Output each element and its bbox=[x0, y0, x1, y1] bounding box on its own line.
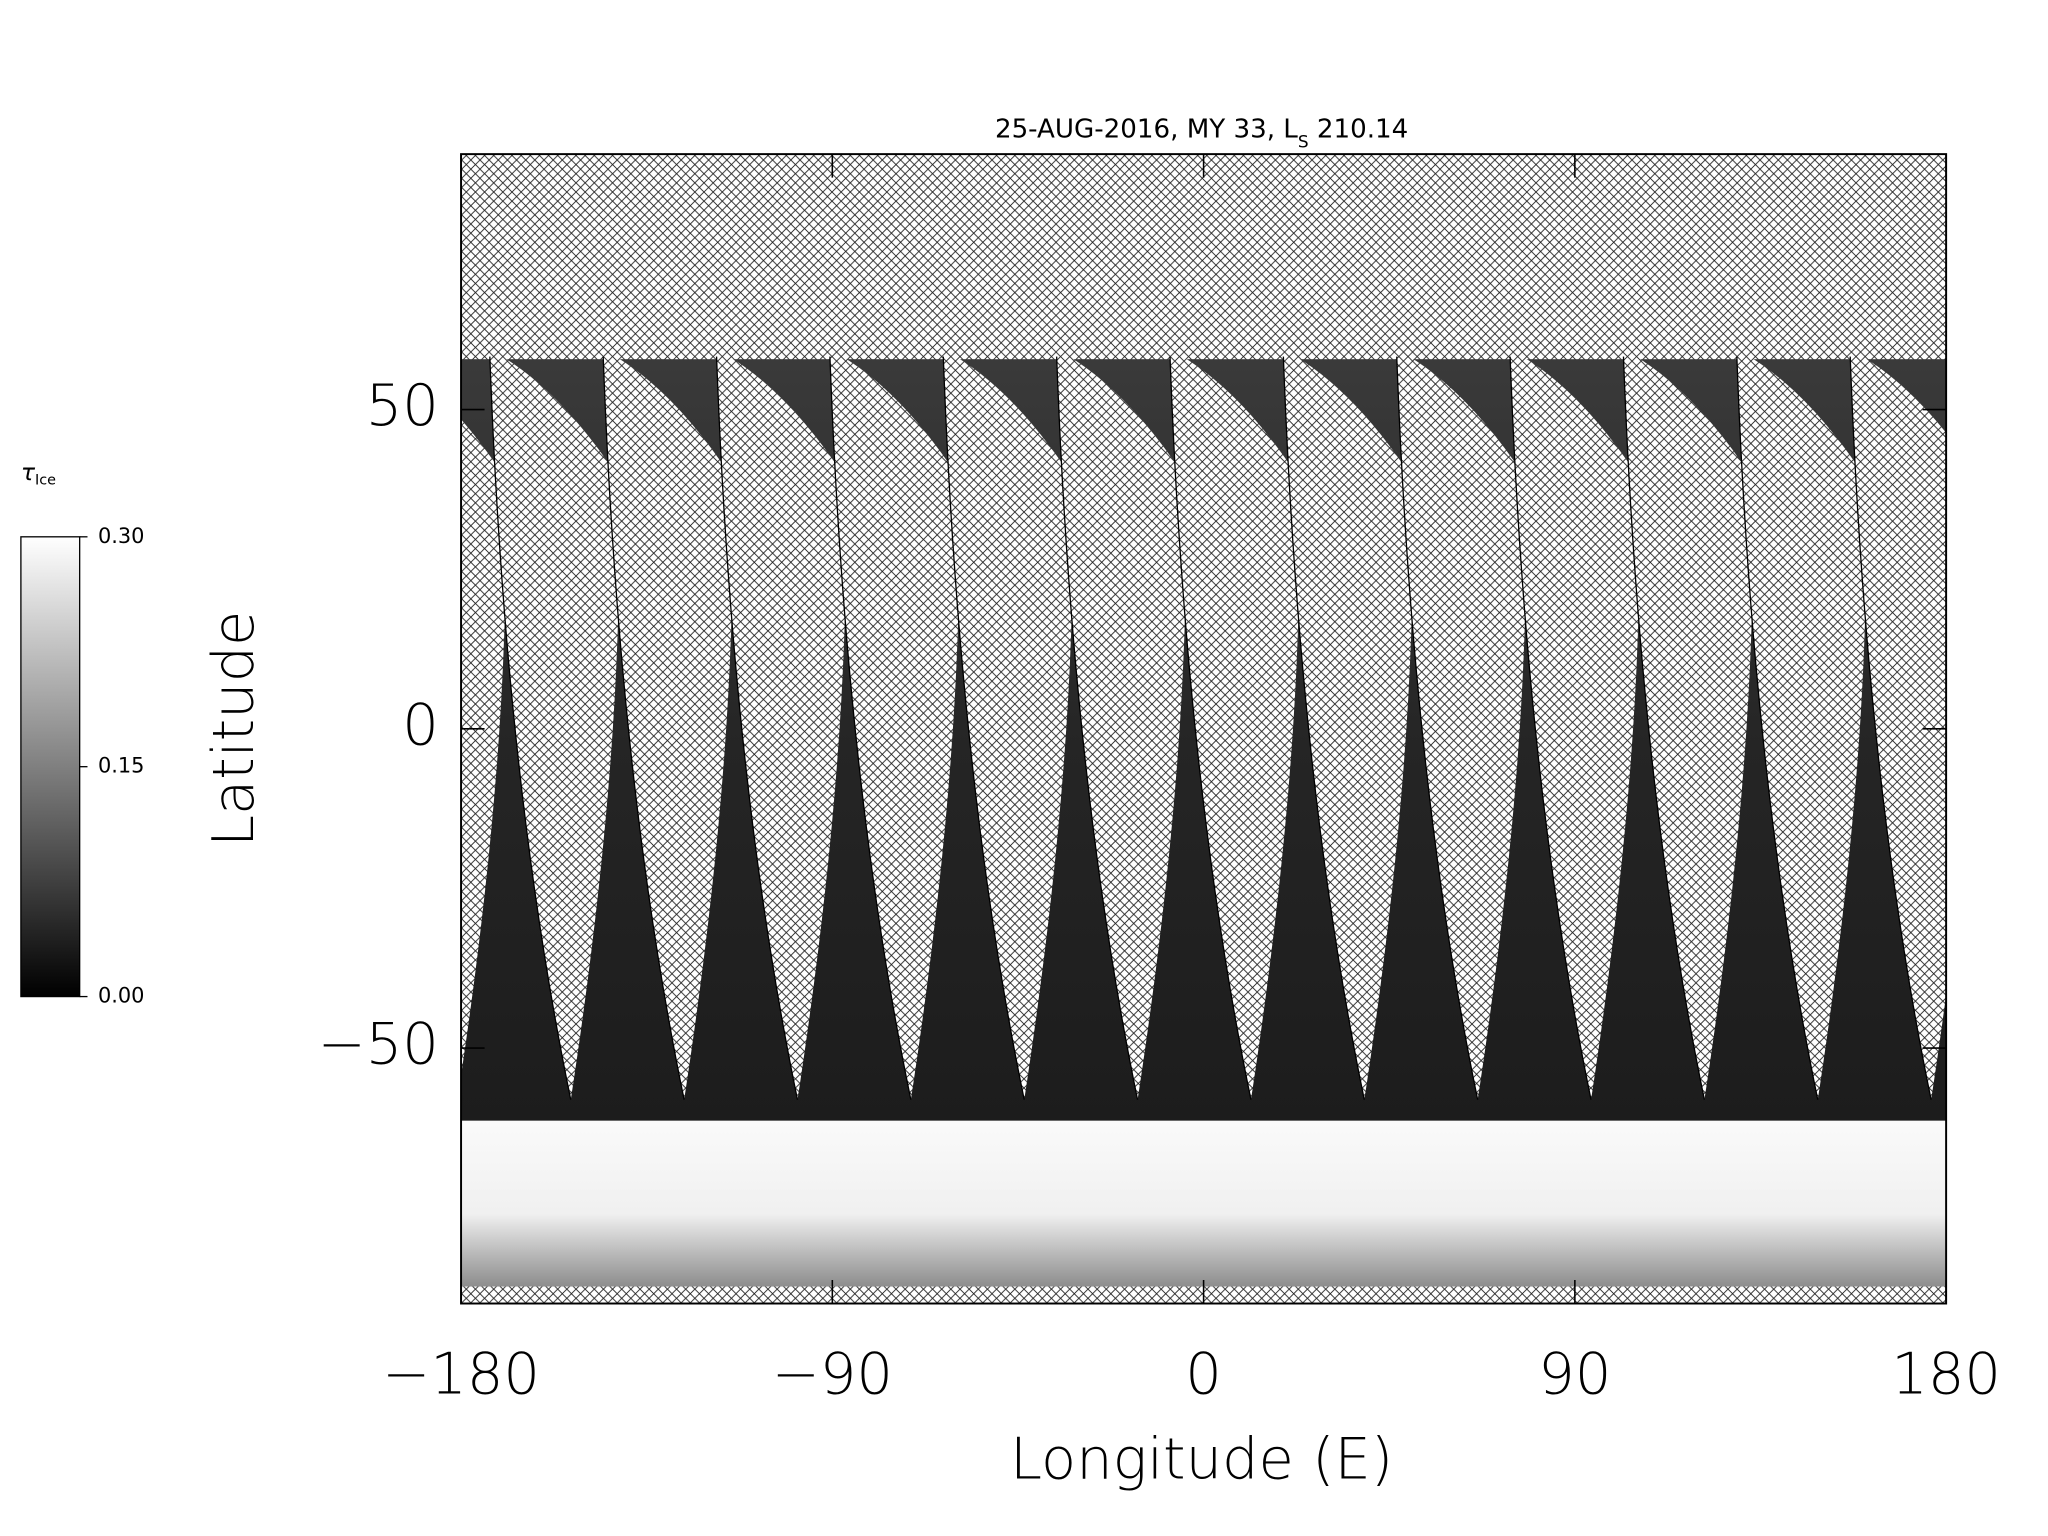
swath-gap bbox=[1964, 355, 2048, 1099]
x-tick-label: 180 bbox=[1891, 1340, 2001, 1407]
y-axis-label: Latitude bbox=[200, 611, 267, 847]
x-tick-label: −90 bbox=[772, 1340, 893, 1407]
swath-gap bbox=[603, 355, 733, 1100]
swath-gap bbox=[489, 355, 620, 1100]
swath-edge bbox=[1622, 355, 1706, 1100]
colorbar-tick-label: 0.15 bbox=[98, 754, 144, 778]
swath-edge bbox=[715, 355, 799, 1100]
x-tick-label: 0 bbox=[1185, 1340, 1222, 1407]
swath-gap bbox=[1510, 355, 1640, 1100]
colorbar-label: τIce bbox=[21, 457, 56, 488]
swath-edge bbox=[1169, 355, 1252, 1100]
swath-edge bbox=[1964, 355, 2045, 1099]
swath-gap bbox=[1283, 355, 1413, 1100]
swath-gap bbox=[1169, 355, 1300, 1100]
colorbar-tick-label: 0.30 bbox=[98, 524, 144, 548]
swath-edge bbox=[1509, 355, 1592, 1100]
y-tick-label: 50 bbox=[366, 372, 439, 439]
colorbar bbox=[20, 536, 81, 998]
x-tick-label: −180 bbox=[382, 1340, 540, 1407]
x-axis-label: Longitude (E) bbox=[1010, 1425, 1393, 1492]
swath-gap bbox=[1850, 355, 1947, 1100]
map-image bbox=[461, 154, 2048, 1304]
swath-edge bbox=[1282, 355, 1365, 1100]
swath-gap bbox=[1056, 355, 1186, 1100]
swath-edge bbox=[1055, 355, 1139, 1100]
swath-gap bbox=[461, 419, 506, 1076]
y-tick-label: −50 bbox=[318, 1011, 439, 1078]
swath-edge bbox=[489, 355, 572, 1100]
swath-edge bbox=[829, 355, 912, 1100]
swath-gap bbox=[716, 355, 846, 1100]
chart-title: 25-AUG-2016, MY 33, LS 210.14 bbox=[995, 114, 1408, 153]
swath-edge bbox=[942, 355, 1025, 1100]
swath-gap bbox=[1396, 355, 1526, 1100]
swath-edge bbox=[1736, 355, 1819, 1100]
swath-edge bbox=[602, 355, 685, 1100]
swath-edge bbox=[1396, 355, 1479, 1100]
hatch-top bbox=[461, 154, 1947, 357]
x-tick-label: 90 bbox=[1538, 1340, 1611, 1407]
swath-gap bbox=[1623, 355, 1753, 1100]
swath-gap bbox=[829, 355, 960, 1100]
colorbar-tick-label: 0.00 bbox=[98, 984, 144, 1008]
swath-gap bbox=[943, 355, 1073, 1100]
y-tick-label: 0 bbox=[402, 691, 439, 758]
swath-gap bbox=[1736, 355, 1867, 1100]
swath-edge bbox=[1849, 355, 1932, 1100]
